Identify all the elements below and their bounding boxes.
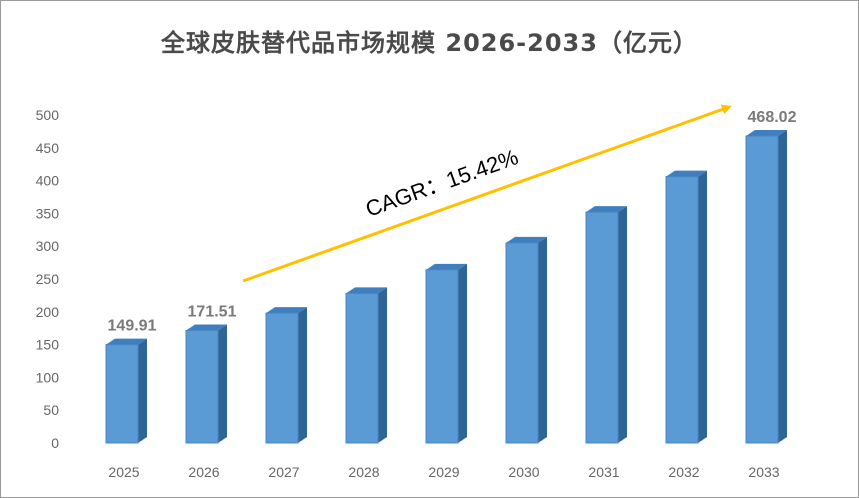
x-tick-label: 2033 — [748, 464, 779, 480]
bar — [505, 236, 547, 444]
y-tick-label: 300 — [36, 238, 60, 254]
bar-front — [345, 292, 379, 444]
cagr-annotation: CAGR：15.42% — [242, 104, 732, 283]
y-tick-label: 0 — [51, 435, 59, 451]
cagr-arrow — [242, 104, 732, 283]
bars — [105, 129, 787, 444]
y-tick-label: 150 — [36, 337, 60, 353]
x-axis: 2025 2026 2027 2028 2029 2030 2031 2032 2033 — [108, 464, 779, 480]
x-tick-label: 2027 — [268, 464, 299, 480]
bar — [665, 170, 707, 444]
bar-front — [265, 312, 299, 444]
y-tick-label: 350 — [36, 205, 60, 221]
bar-front — [585, 211, 619, 444]
bar-side — [618, 206, 627, 443]
y-tick-label: 500 — [36, 107, 60, 123]
bar — [265, 307, 307, 444]
x-tick-label: 2032 — [668, 464, 699, 480]
bar-side — [378, 287, 387, 443]
y-axis: 0 50 100 150 200 250 300 350 400 450 500 — [36, 107, 60, 451]
bar-side — [698, 170, 707, 443]
x-tick-label: 2030 — [508, 464, 539, 480]
data-labels: 149.91 171.51 468.02 — [108, 109, 797, 335]
bar-front — [105, 344, 139, 444]
data-label: 171.51 — [188, 303, 237, 320]
bar — [745, 129, 787, 444]
y-tick-label: 450 — [36, 140, 60, 156]
bar — [425, 263, 467, 444]
bar-front — [425, 269, 459, 444]
bar-side — [218, 324, 227, 443]
data-label: 149.91 — [108, 318, 157, 335]
bar — [105, 338, 147, 444]
bar-top — [186, 324, 227, 331]
bar-front — [745, 135, 779, 444]
bar-side — [538, 236, 547, 443]
x-tick-label: 2029 — [428, 464, 459, 480]
x-tick-label: 2028 — [348, 464, 379, 480]
bar-top — [746, 129, 787, 136]
y-tick-label: 200 — [36, 304, 60, 320]
bar-top — [666, 170, 707, 177]
bar-front — [185, 329, 219, 444]
bar-top — [506, 236, 547, 243]
bar-top — [106, 338, 147, 345]
bar — [585, 206, 627, 444]
bar-side — [778, 129, 787, 443]
chart-title: 全球皮肤替代品市场规模 2026-2033（亿元） — [161, 29, 698, 57]
bar-side — [138, 338, 147, 443]
data-label: 468.02 — [748, 109, 797, 126]
bar-side — [458, 263, 467, 443]
bar-front — [505, 242, 539, 444]
bar-top — [426, 263, 467, 270]
y-tick-label: 250 — [36, 271, 60, 287]
bar-top — [586, 206, 627, 213]
bar — [185, 324, 227, 444]
bar-top — [266, 307, 307, 314]
bar-side — [298, 307, 307, 443]
bar-top — [346, 287, 387, 294]
x-tick-label: 2025 — [108, 464, 139, 480]
x-tick-label: 2031 — [588, 464, 619, 480]
bar — [345, 287, 387, 444]
y-tick-label: 100 — [36, 369, 60, 385]
y-tick-label: 50 — [43, 402, 59, 418]
x-tick-label: 2026 — [188, 464, 219, 480]
bar-front — [665, 176, 699, 444]
y-tick-label: 400 — [36, 173, 60, 189]
